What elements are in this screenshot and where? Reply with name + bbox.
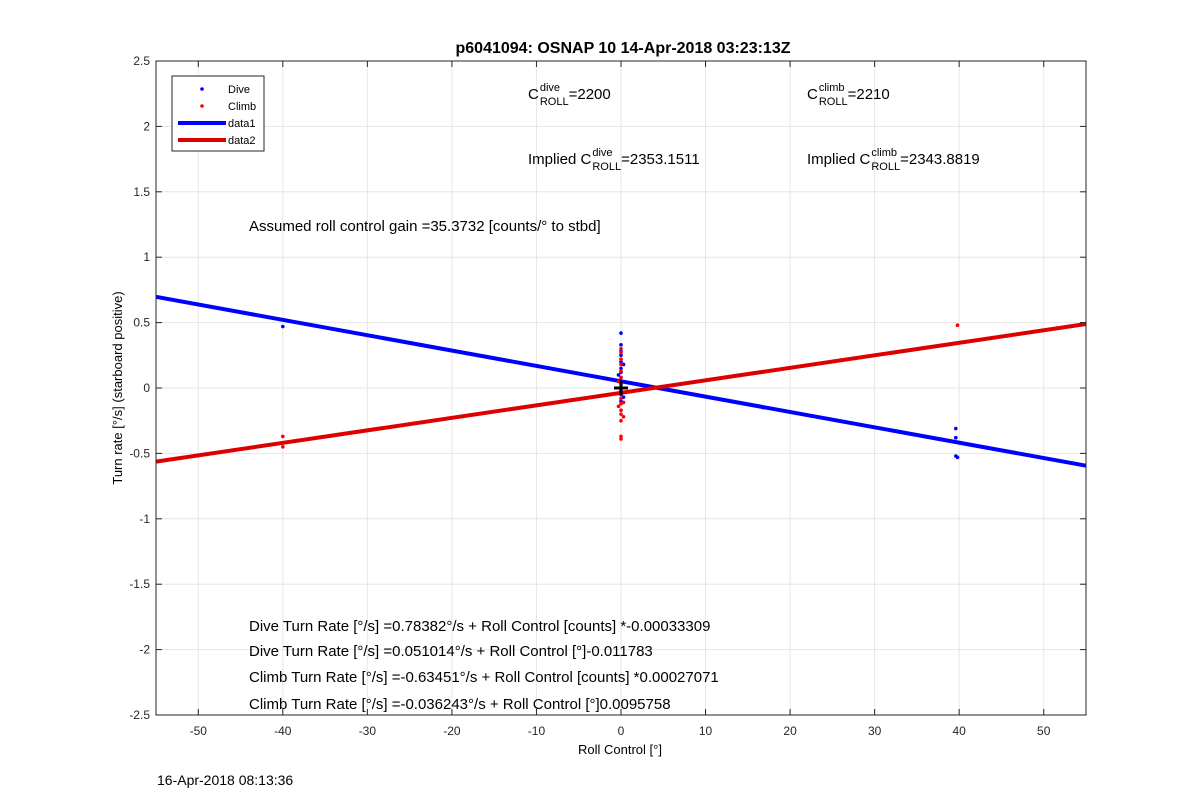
- point-dive: [621, 362, 626, 367]
- point-dive: [619, 331, 623, 335]
- legend-label-climb: Climb: [228, 101, 256, 113]
- x-tick-label: -50: [190, 724, 208, 738]
- point-dive: [281, 324, 285, 329]
- point-climb: [619, 369, 623, 373]
- point-dive: [955, 455, 960, 460]
- x-tick-label: -40: [274, 724, 292, 738]
- implied-c-roll-climb: Implied C: [807, 151, 871, 168]
- fit-equation: Dive Turn Rate [°/s] =0.78382°/s + Roll …: [249, 618, 710, 635]
- point-climb: [619, 375, 623, 380]
- y-tick-label: -2: [139, 643, 150, 657]
- y-axis-label: Turn rate [°/s] (starboard positive): [110, 291, 125, 484]
- point-climb: [616, 379, 621, 384]
- point-climb: [619, 396, 623, 401]
- c-roll-climb-value: =2210: [848, 86, 890, 103]
- y-tick-label: -1: [139, 512, 150, 526]
- y-tick-label: -2.5: [129, 708, 150, 722]
- data-points: [281, 323, 960, 460]
- c-roll-dive-sup: dive: [540, 82, 560, 94]
- point-climb: [621, 400, 626, 405]
- point-dive: [619, 366, 623, 371]
- implied-c-roll-climb-sup: climb: [871, 147, 897, 159]
- y-tick-label: 0.5: [133, 316, 150, 330]
- point-dive: [616, 373, 621, 377]
- implied-c-roll-dive-sub: ROLL: [592, 161, 621, 173]
- point-climb: [621, 414, 626, 419]
- point-climb: [619, 408, 623, 413]
- fit-equation: Dive Turn Rate [°/s] =0.051014°/s + Roll…: [249, 643, 653, 660]
- y-tick-label: 2: [143, 119, 150, 133]
- c-roll-dive-value: =2200: [569, 86, 611, 103]
- point-dive: [619, 343, 623, 347]
- y-tick-label: -0.5: [129, 446, 150, 460]
- x-tick-label: 40: [953, 724, 967, 738]
- point-dive: [954, 426, 958, 431]
- point-climb: [619, 418, 623, 423]
- legend-label-data1: data1: [228, 118, 256, 130]
- point-climb: [281, 445, 285, 449]
- c-roll-dive-sub: ROLL: [540, 96, 569, 108]
- x-tick-label: -20: [443, 724, 461, 738]
- point-climb: [619, 357, 623, 362]
- legend-marker-dive: [200, 87, 204, 91]
- point-climb: [955, 323, 960, 328]
- legend-marker-climb: [200, 104, 204, 108]
- point-climb: [281, 434, 285, 439]
- axis-ticks: -50 -40 -30 -20 -10 0 10 20 30 40 50 2.5 2 1.5 1 0.5 0 -0…: [129, 54, 1086, 738]
- legend-label-data2: data2: [228, 135, 256, 147]
- point-climb: [619, 350, 623, 355]
- point-dive: [619, 360, 623, 364]
- point-dive: [619, 353, 623, 358]
- chart-title: p6041094: OSNAP 10 14-Apr-2018 03:23:13Z: [456, 40, 791, 57]
- c-roll-climb-sup: climb: [819, 82, 845, 94]
- point-climb: [619, 412, 623, 416]
- x-tick-label: 0: [618, 724, 625, 738]
- point-climb: [619, 346, 623, 351]
- origin-marker: [614, 381, 628, 395]
- x-tick-label: -30: [359, 724, 377, 738]
- point-climb: [619, 437, 623, 441]
- y-tick-label: 2.5: [133, 54, 150, 68]
- point-dive: [954, 435, 958, 440]
- point-dive: [761, 405, 765, 410]
- point-climb: [616, 404, 621, 409]
- y-tick-label: 0: [143, 381, 150, 395]
- implied-c-roll-climb-sub: ROLL: [871, 161, 900, 173]
- implied-c-roll-climb-value: =2343.8819: [900, 151, 980, 168]
- y-tick-label: 1.5: [133, 185, 150, 199]
- fit-equation: Climb Turn Rate [°/s] =-0.63451°/s + Rol…: [249, 669, 719, 686]
- y-tick-label: 1: [143, 250, 150, 264]
- x-tick-label: 50: [1037, 724, 1051, 738]
- x-axis-label: Roll Control [°]: [578, 742, 662, 757]
- implied-c-roll-dive: Implied C: [528, 151, 592, 168]
- point-climb: [619, 362, 623, 367]
- x-tick-label: -10: [528, 724, 546, 738]
- x-tick-label: 10: [699, 724, 713, 738]
- x-tick-label: 20: [783, 724, 797, 738]
- x-tick-label: 30: [868, 724, 882, 738]
- legend-label-dive: Dive: [228, 84, 250, 96]
- implied-c-roll-dive-value: =2353.1511: [621, 151, 700, 168]
- timestamp: 16-Apr-2018 08:13:36: [157, 772, 294, 788]
- fit-equation: Climb Turn Rate [°/s] =-0.036243°/s + Ro…: [249, 696, 671, 713]
- point-climb: [619, 434, 623, 439]
- roll-gain-annotation: Assumed roll control gain =35.3732 [coun…: [249, 218, 601, 235]
- c-roll-climb: C: [807, 86, 818, 103]
- y-tick-label: -1.5: [129, 577, 150, 591]
- legend: Dive Climb data1 data2: [171, 75, 265, 152]
- implied-c-roll-dive-sup: dive: [592, 147, 612, 159]
- c-roll-dive: C: [528, 86, 539, 103]
- c-roll-climb-sub: ROLL: [819, 96, 848, 108]
